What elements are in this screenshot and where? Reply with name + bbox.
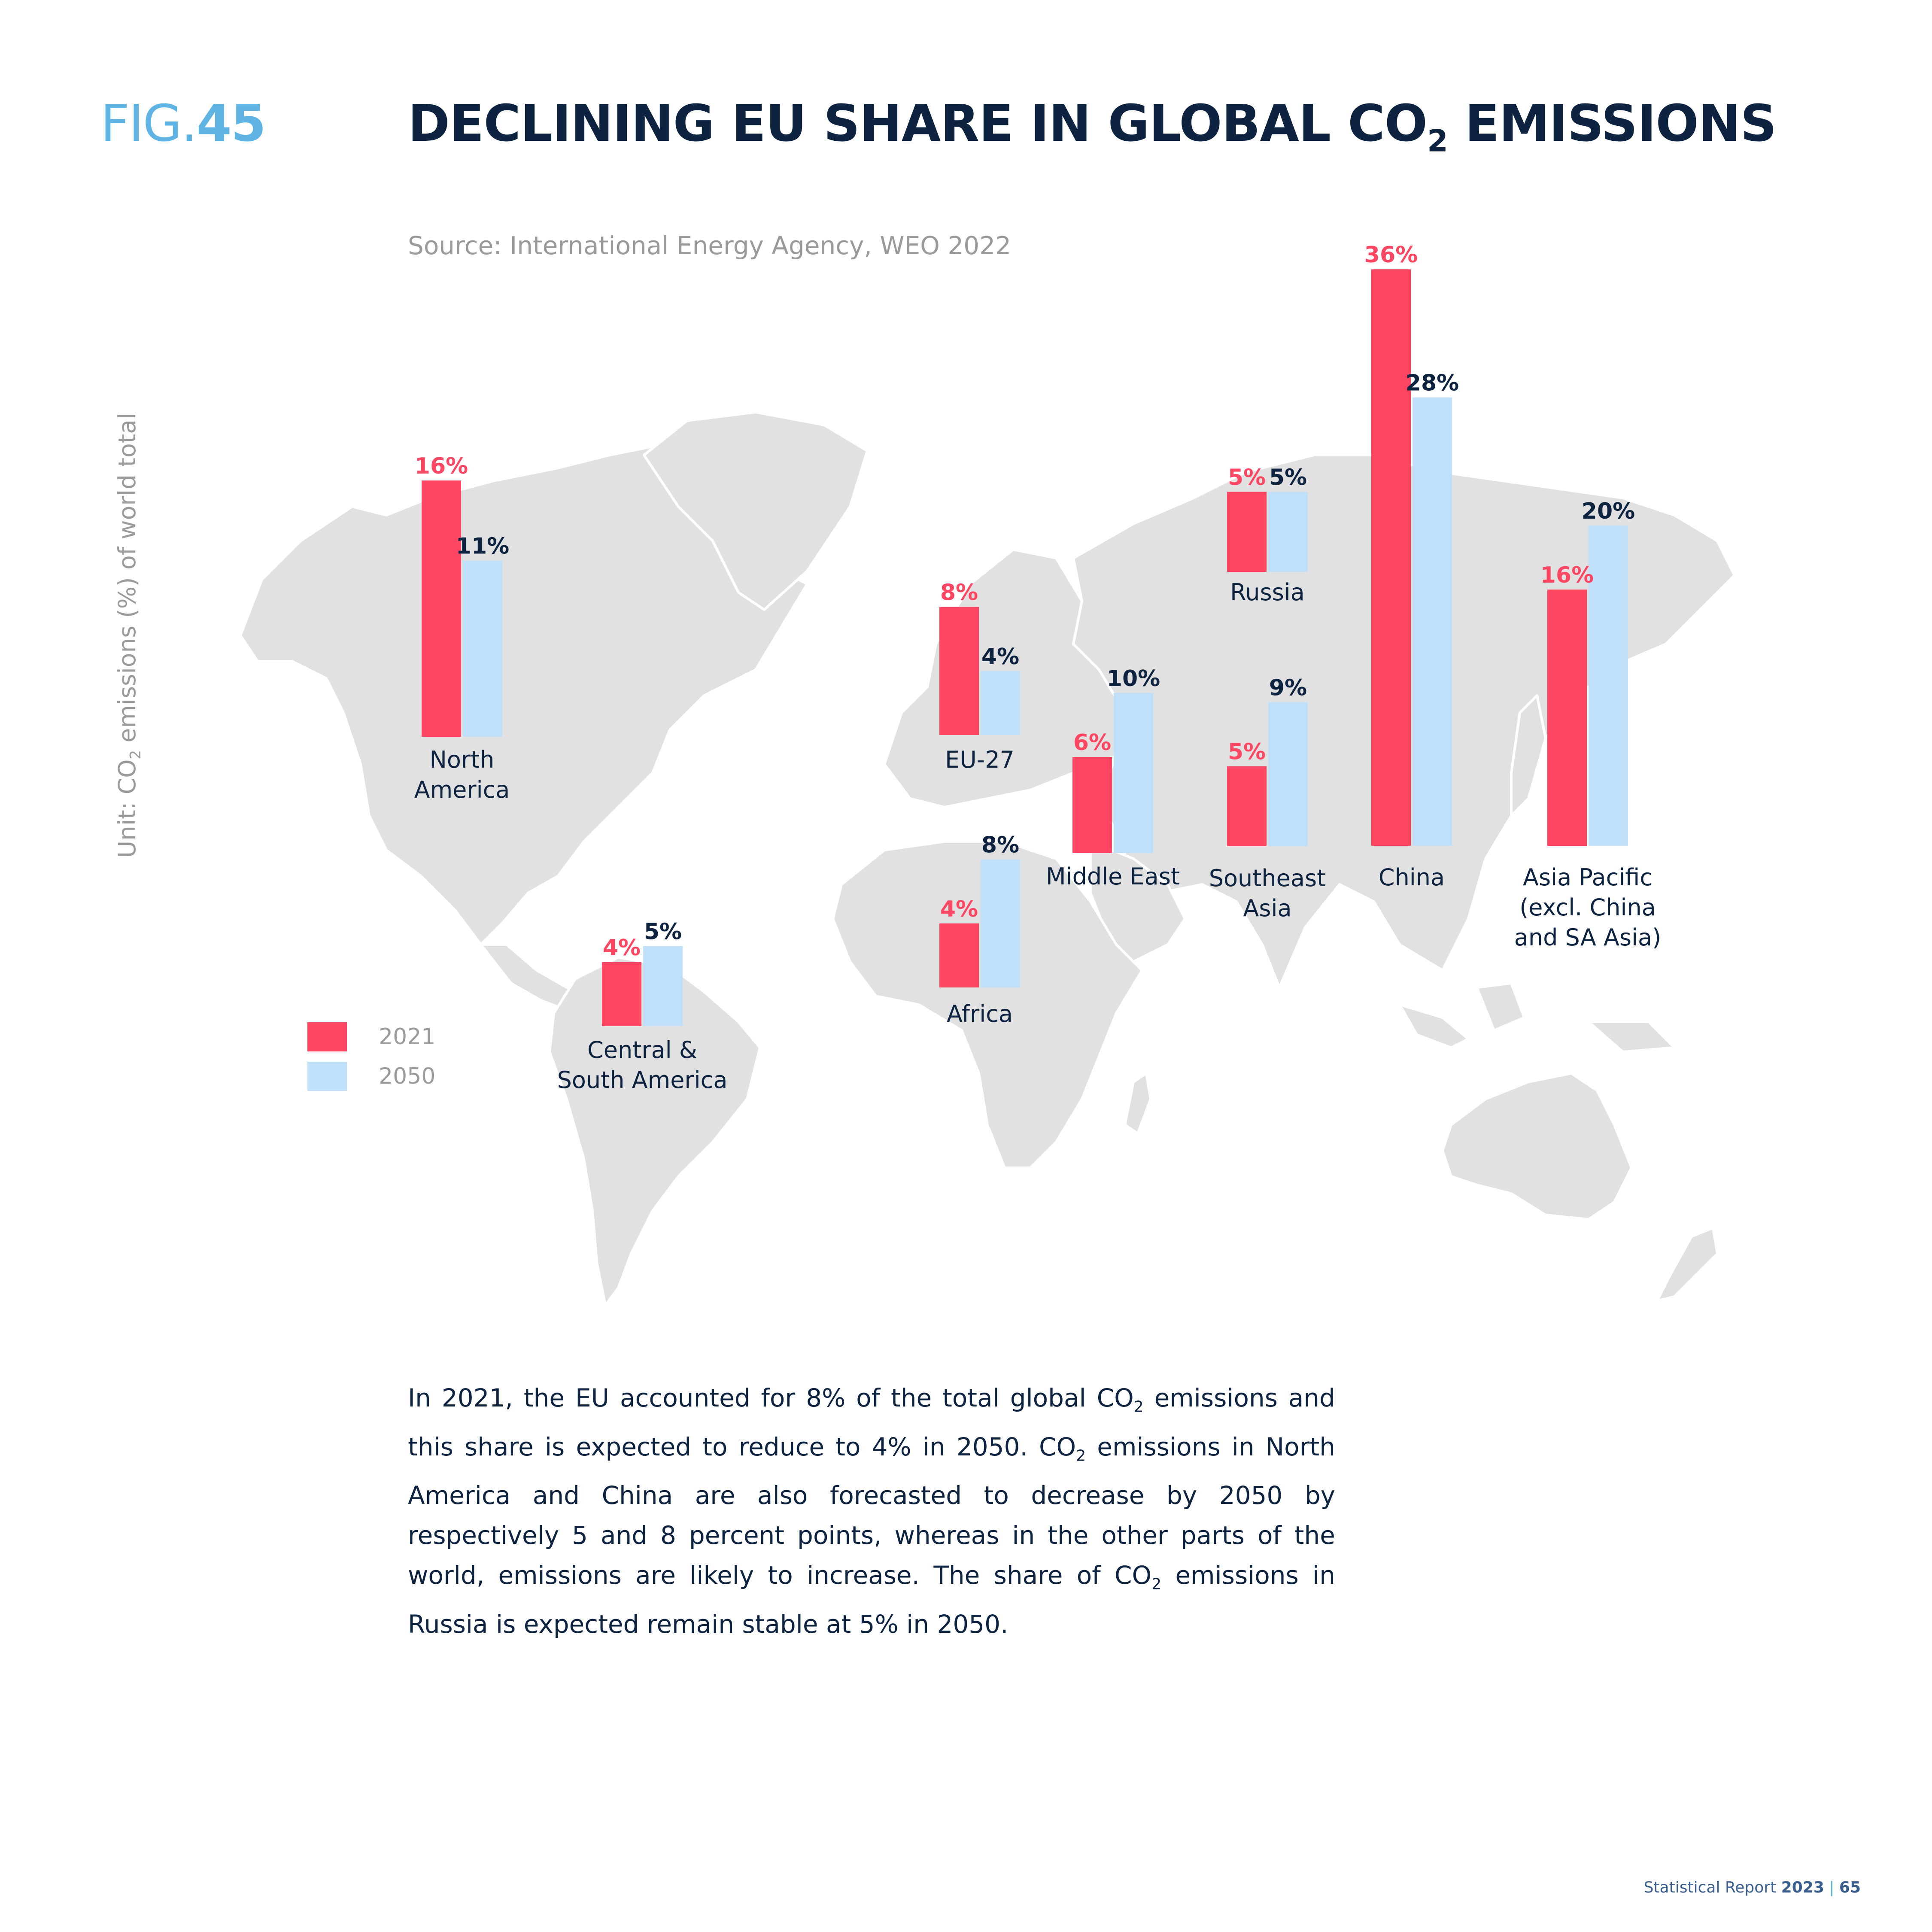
bar-group-southeast-asia: 5% 9% Southeast Asia bbox=[1209, 675, 1326, 922]
value-label-2021-southeast-asia: 5% bbox=[1228, 739, 1266, 765]
bar-group-north-america: 16% 11% North America bbox=[414, 453, 510, 803]
region-label-eu-27: EU-27 bbox=[945, 746, 1015, 773]
value-label-2021-africa: 4% bbox=[940, 896, 978, 922]
region-label-asia-pacific-excl-china-and-sa-asia: (excl. China bbox=[1519, 894, 1656, 921]
bar-2050-africa bbox=[981, 859, 1020, 987]
value-label-2050-asia-pacific-excl-china-and-sa-asia: 20% bbox=[1582, 498, 1635, 524]
bar-2050-southeast-asia bbox=[1268, 702, 1308, 846]
source-note: Source: International Energy Agency, WEO… bbox=[408, 231, 1011, 260]
region-label-asia-pacific-excl-china-and-sa-asia: Asia Pacific bbox=[1523, 864, 1653, 891]
map-borneo bbox=[1476, 982, 1525, 1032]
region-label-central-south-america: Central & bbox=[587, 1036, 697, 1063]
bar-group-china: 36% 28% China bbox=[1364, 242, 1459, 891]
region-label-africa: Africa bbox=[947, 1000, 1013, 1027]
value-label-2021-china: 36% bbox=[1364, 242, 1418, 268]
region-label-middle-east: Middle East bbox=[1046, 863, 1180, 890]
bar-2050-central-south-america bbox=[643, 946, 683, 1026]
legend-swatch-2021 bbox=[307, 1022, 347, 1051]
value-label-2021-north-america: 16% bbox=[415, 453, 468, 479]
figure-number: FIG.45 bbox=[100, 94, 266, 153]
value-label-2021-middle-east: 6% bbox=[1073, 730, 1111, 756]
bar-2021-southeast-asia bbox=[1227, 766, 1267, 846]
legend-label-2021: 2021 bbox=[379, 1024, 435, 1050]
bar-group-middle-east: 6% 10% Middle East bbox=[1046, 666, 1180, 890]
bar-2050-russia bbox=[1268, 492, 1308, 572]
bar-2021-middle-east bbox=[1072, 757, 1112, 853]
value-label-2050-southeast-asia: 9% bbox=[1269, 675, 1307, 701]
legend: 2021 2050 bbox=[307, 1022, 435, 1091]
bar-group-africa: 4% 8% Africa bbox=[939, 832, 1020, 1027]
map-madagascar bbox=[1124, 1072, 1152, 1135]
region-label-asia-pacific-excl-china-and-sa-asia: and SA Asia) bbox=[1514, 924, 1661, 951]
bar-group-eu-27: 8% 4% EU-27 bbox=[939, 580, 1020, 773]
bar-2021-north-america bbox=[422, 480, 461, 737]
bar-2021-russia bbox=[1227, 492, 1267, 572]
bar-2021-central-south-america bbox=[602, 962, 641, 1026]
bar-2050-china bbox=[1413, 397, 1452, 846]
value-label-2050-russia: 5% bbox=[1269, 465, 1307, 491]
figure-title: DECLINING EU SHARE IN GLOBAL CO2 EMISSIO… bbox=[408, 94, 1777, 159]
map-south-america bbox=[548, 956, 761, 1306]
map-japan bbox=[1510, 694, 1547, 817]
map-arabia bbox=[1089, 840, 1186, 963]
region-label-china: China bbox=[1379, 864, 1445, 891]
map-new-guinea bbox=[1587, 1021, 1676, 1053]
bar-group-russia: 5% 5% Russia bbox=[1227, 465, 1308, 606]
bar-2021-eu-27 bbox=[939, 607, 979, 735]
region-label-north-america: North bbox=[429, 746, 494, 773]
bar-group-central-south-america: 4%5% Central & South America bbox=[557, 919, 728, 1094]
region-label-southeast-asia: Asia bbox=[1243, 895, 1291, 922]
map-australia bbox=[1441, 1072, 1633, 1221]
map-greenland bbox=[643, 411, 869, 611]
bar-2021-china bbox=[1371, 269, 1411, 846]
region-label-southeast-asia: Southeast bbox=[1209, 865, 1326, 892]
legend-label-2050: 2050 bbox=[379, 1063, 435, 1089]
page-footer: Statistical Report 2023 | 65 bbox=[1643, 1879, 1861, 1896]
region-label-central-south-america: South America bbox=[557, 1066, 728, 1094]
value-label-2021-central-south-america: 4% bbox=[603, 935, 641, 961]
legend-swatch-2050 bbox=[307, 1062, 347, 1091]
bar-group-asia-pacific-excl-china-and-sa-asia: 16% 20% Asia Pacific (excl. China and SA Asi… bbox=[1514, 498, 1661, 951]
region-label-north-america: America bbox=[414, 776, 510, 803]
bar-2021-asia-pacific-excl-china-and-sa-asia bbox=[1547, 589, 1587, 846]
map-new-zealand bbox=[1656, 1227, 1719, 1302]
bar-2050-eu-27 bbox=[981, 671, 1020, 735]
region-label-russia: Russia bbox=[1230, 579, 1305, 606]
map-north-america bbox=[239, 437, 808, 946]
value-label-2050-china: 28% bbox=[1406, 371, 1459, 396]
value-label-2021-eu-27: 8% bbox=[940, 580, 978, 606]
value-label-2050-middle-east: 10% bbox=[1107, 666, 1160, 692]
map-africa bbox=[832, 840, 1143, 1169]
value-label-2021-russia: 5% bbox=[1228, 465, 1266, 491]
bar-2050-middle-east bbox=[1114, 693, 1153, 853]
value-label-2050-north-america: 11% bbox=[456, 534, 509, 559]
bar-2021-africa bbox=[939, 923, 979, 987]
value-label-2050-africa: 8% bbox=[981, 832, 1019, 858]
value-label-2050-central-south-america: 5% bbox=[644, 919, 682, 945]
bar-2050-asia-pacific-excl-china-and-sa-asia bbox=[1589, 526, 1628, 846]
map-indonesia bbox=[1398, 1003, 1470, 1049]
value-label-2050-eu-27: 4% bbox=[981, 644, 1019, 670]
value-label-2021-asia-pacific-excl-china-and-sa-asia: 16% bbox=[1540, 562, 1594, 588]
body-paragraph: In 2021, the EU accounted for 8% of the … bbox=[408, 1383, 1336, 1639]
bar-2050-north-america bbox=[463, 560, 502, 737]
